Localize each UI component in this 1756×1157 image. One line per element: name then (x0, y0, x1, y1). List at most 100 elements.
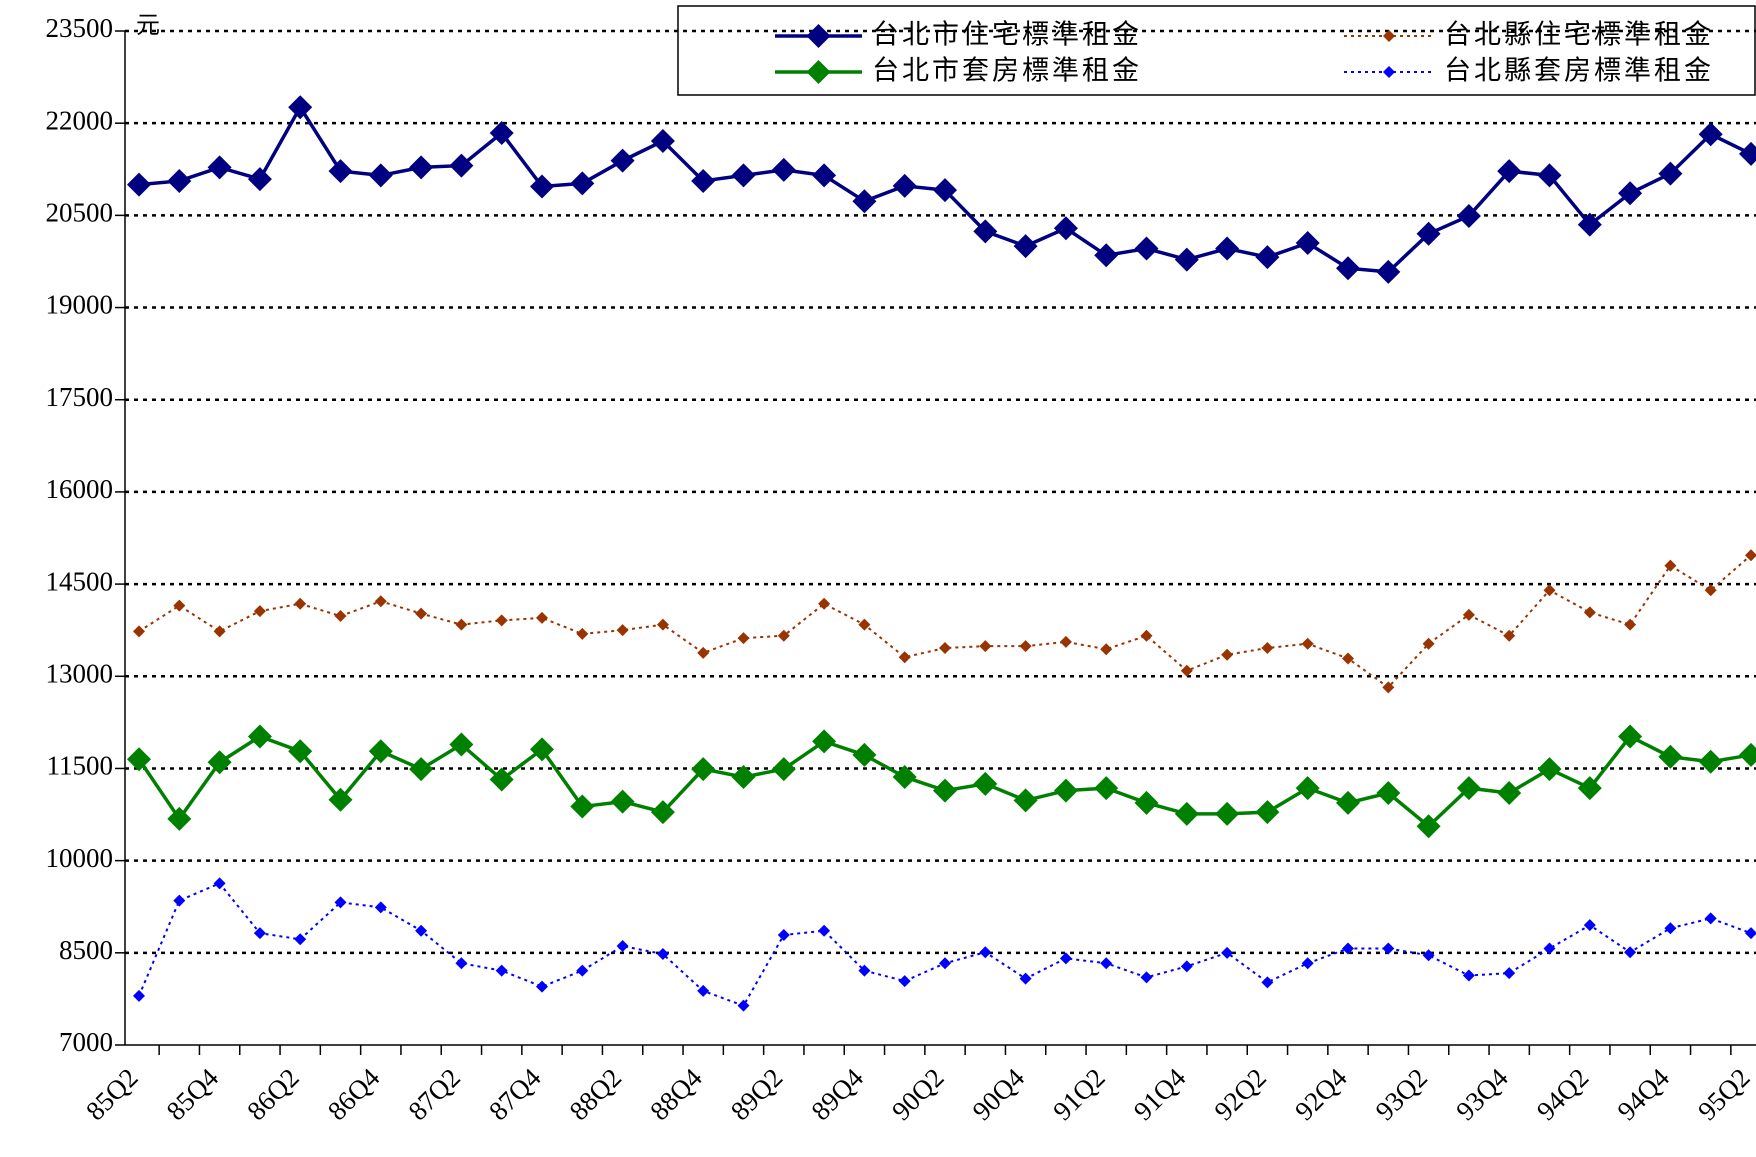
data-point (1704, 912, 1717, 925)
legend-box (677, 5, 1756, 96)
data-point (328, 787, 353, 812)
data-point (1053, 216, 1078, 241)
data-point (495, 964, 508, 977)
data-point (570, 171, 595, 196)
data-point (576, 627, 589, 640)
data-point (133, 989, 145, 1002)
y-tick-label: 20500 (46, 198, 114, 228)
data-point (1422, 949, 1435, 962)
data-point (933, 778, 957, 803)
data-point (1462, 969, 1475, 982)
legend-label: 台北市套房標準租金 (872, 56, 1142, 87)
data-point (1255, 800, 1280, 825)
data-point (1094, 243, 1119, 268)
x-tick-label: 87Q4 (483, 1062, 547, 1126)
data-point (1295, 231, 1320, 256)
data-point (1019, 640, 1032, 653)
x-tick-label: 90Q4 (967, 1062, 1031, 1126)
data-point (1583, 606, 1596, 619)
x-tick-label: 88Q2 (564, 1062, 628, 1126)
x-tick-label: 89Q2 (725, 1062, 789, 1126)
data-point (489, 767, 514, 792)
y-tick-label: 8500 (59, 935, 113, 965)
legend-label: 台北縣套房標準租金 (1444, 56, 1714, 87)
data-point (1618, 724, 1643, 749)
data-point (650, 800, 675, 825)
data-point (368, 163, 393, 188)
data-point (858, 618, 871, 631)
data-point (173, 894, 186, 907)
data-point (1342, 942, 1354, 955)
data-point (1462, 608, 1475, 621)
data-point (495, 614, 508, 627)
data-point (852, 189, 877, 214)
data-point (1745, 927, 1756, 940)
data-point (1624, 618, 1637, 631)
data-point (737, 999, 750, 1012)
data-point (334, 896, 347, 909)
data-point (892, 765, 917, 790)
data-point (1382, 942, 1395, 955)
data-point (449, 153, 474, 178)
data-point (777, 928, 790, 941)
data-point (1664, 922, 1677, 935)
data-point (1503, 967, 1516, 980)
data-point (1577, 776, 1602, 801)
data-point (1301, 957, 1314, 970)
data-point (1215, 236, 1240, 261)
data-point (1261, 976, 1274, 989)
data-point (737, 632, 750, 645)
x-tick-label: 94Q4 (1611, 1062, 1675, 1126)
data-point (127, 747, 151, 772)
data-point (213, 877, 226, 890)
data-point (1019, 972, 1032, 985)
data-point (1336, 256, 1360, 281)
data-point (173, 599, 186, 612)
data-point (777, 629, 790, 642)
data-point (536, 611, 548, 624)
x-tick-label: 86Q2 (241, 1062, 305, 1126)
data-point (1215, 801, 1240, 826)
x-tick-label: 92Q2 (1208, 1062, 1272, 1126)
data-point (334, 610, 347, 623)
data-point (1013, 234, 1038, 259)
data-point (697, 646, 710, 659)
data-point (898, 975, 911, 988)
data-point (610, 789, 635, 814)
data-point (1416, 814, 1441, 839)
data-point (449, 732, 474, 757)
data-point (1497, 781, 1522, 806)
legend-marker (806, 24, 831, 48)
data-point (1221, 648, 1234, 661)
data-point (973, 771, 998, 796)
data-point (374, 901, 387, 914)
data-point (616, 940, 629, 953)
data-point (1100, 957, 1113, 970)
data-point (1174, 247, 1199, 272)
x-tick-label: 93Q4 (1450, 1062, 1514, 1126)
data-point (1739, 141, 1756, 166)
data-point (1537, 757, 1562, 782)
data-point (858, 964, 871, 977)
x-tick-label: 87Q2 (402, 1062, 466, 1126)
data-point (247, 724, 272, 749)
data-point (656, 618, 669, 631)
data-point (1664, 559, 1677, 572)
data-point (818, 924, 831, 937)
data-point (409, 155, 434, 180)
data-point (294, 597, 307, 610)
data-point (1255, 245, 1280, 270)
y-tick-label: 16000 (46, 474, 114, 504)
y-tick-label: 19000 (46, 290, 114, 320)
data-point (1704, 584, 1717, 597)
legend-marker (806, 60, 831, 84)
data-point (1059, 635, 1072, 648)
data-point (415, 607, 428, 620)
data-point (892, 173, 917, 198)
data-point (530, 737, 554, 762)
x-tick-label: 93Q2 (1370, 1062, 1434, 1126)
data-point (1134, 236, 1159, 261)
data-point (731, 765, 756, 790)
data-point (1053, 778, 1078, 803)
